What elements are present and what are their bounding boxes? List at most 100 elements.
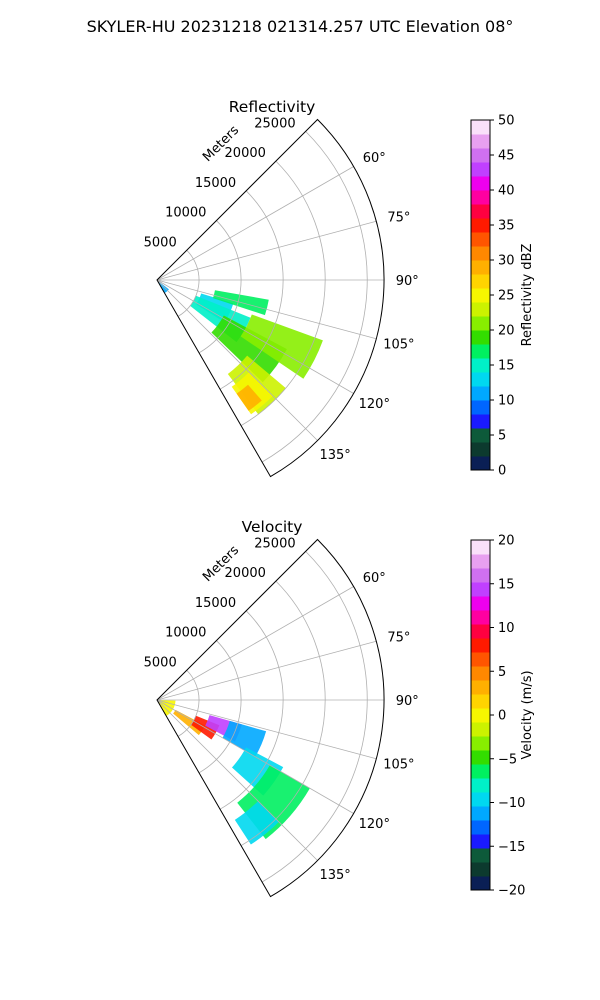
colorbar-tick-label: −5 [498,752,517,767]
colorbar-tick-label: 50 [498,114,515,129]
colorbar-tick-label: 40 [498,184,515,199]
azimuth-tick-label: 60° [363,571,386,586]
range-tick-label: 25000 [254,116,295,131]
colorbar-tick-label: 15 [498,577,515,592]
azimuth-tick-label: 135° [319,448,350,463]
azimuth-tick-label: 105° [383,338,414,353]
colorbar-segment [471,540,490,555]
sector-frame [156,538,385,898]
echo-region [236,384,262,411]
colorbar-segment [471,344,490,359]
range-tick-label: 10000 [165,206,206,221]
colorbar-segment [471,428,490,443]
colorbar-segment [471,596,490,611]
colorbar-tick-label: 20 [498,324,515,339]
colorbar-segment [471,162,490,177]
colorbar-segment [471,666,490,681]
azimuth-spoke [156,279,318,441]
colorbar-tick-label: 25 [498,289,515,304]
colorbar-tick-label: −20 [498,884,525,899]
colorbar-segment [471,652,490,667]
echo-region [240,314,323,379]
colorbar-tick-label: 0 [498,464,506,479]
colorbar-segment [471,456,490,471]
colorbar-segment [471,582,490,597]
azimuth-spoke [156,279,377,340]
colorbar-segment [471,260,490,275]
azimuth-tick-label: 90° [396,694,419,709]
colorbar-tick-label: 45 [498,149,515,164]
colorbar-tick-label: 15 [498,359,515,374]
figure-suptitle: SKYLER-HU 20231218 021314.257 UTC Elevat… [87,17,514,36]
colorbar-segment [471,806,490,821]
azimuth-spoke [156,699,318,861]
colorbar-segment [471,876,490,891]
range-ring [261,131,368,463]
colorbar-segment [471,624,490,639]
colorbar-segment [471,302,490,317]
range-tick-label: 15000 [195,596,236,611]
range-ring [177,249,200,317]
azimuth-tick-label: 90° [396,274,419,289]
range-tick-label: 15000 [195,176,236,191]
colorbar-segment [471,638,490,653]
azimuth-tick-label: 120° [359,817,390,832]
azimuth-spoke [156,166,354,281]
colorbar-segment [471,722,490,737]
colorbar-tick-label: 10 [498,394,515,409]
colorbar-label: Reflectivity dBZ [520,244,535,347]
colorbar-segment [471,680,490,695]
colorbar-segment [471,750,490,765]
panel-title: Reflectivity [229,98,316,116]
colorbar-segment [471,386,490,401]
colorbar-tick-label: 35 [498,219,515,234]
sector-frame [156,118,385,478]
azimuth-spoke [156,699,377,760]
colorbar-segment [471,778,490,793]
colorbar-segment [471,820,490,835]
colorbar-segment [471,736,490,751]
range-ring [177,669,200,737]
colorbar-tick-label: 0 [498,709,506,724]
colorbar-tick-label: 5 [498,429,506,444]
colorbar-segment [471,848,490,863]
colorbar-segment [471,246,490,261]
colorbar-segment [471,218,490,233]
colorbar-segment [471,834,490,849]
echo-region [222,720,267,757]
azimuth-spoke [156,699,354,814]
range-ring [219,190,284,390]
azimuth-tick-label: 135° [319,868,350,883]
colorbar-segment [471,372,490,387]
echo-region [234,801,279,845]
colorbar-segment [471,400,490,415]
azimuth-spoke [156,640,377,701]
colorbar-segment [471,792,490,807]
colorbar-segment [471,232,490,247]
colorbar-tick-label: 10 [498,621,515,636]
azimuth-spoke [156,586,354,701]
colorbar-segment [471,764,490,779]
range-ring [198,220,242,354]
colorbar-label: Velocity (m/s) [520,670,535,759]
range-tick-label: 20000 [225,566,266,581]
echo-region [211,315,287,383]
colorbar-segment [471,568,490,583]
colorbar-tick-label: 20 [498,534,515,549]
colorbar-segment [471,414,490,429]
range-ring [261,551,368,883]
colorbar-tick-label: −10 [498,796,525,811]
colorbar-segment [471,274,490,289]
colorbar-segment [471,694,490,709]
colorbar-segment [471,148,490,163]
colorbar-segment [471,204,490,219]
range-tick-label: 20000 [225,146,266,161]
colorbar-segment [471,316,490,331]
colorbar-tick-label: 5 [498,665,506,680]
range-tick-label: 10000 [165,626,206,641]
colorbar-segment [471,120,490,135]
colorbar-segment [471,134,490,149]
colorbar-segment [471,610,490,625]
